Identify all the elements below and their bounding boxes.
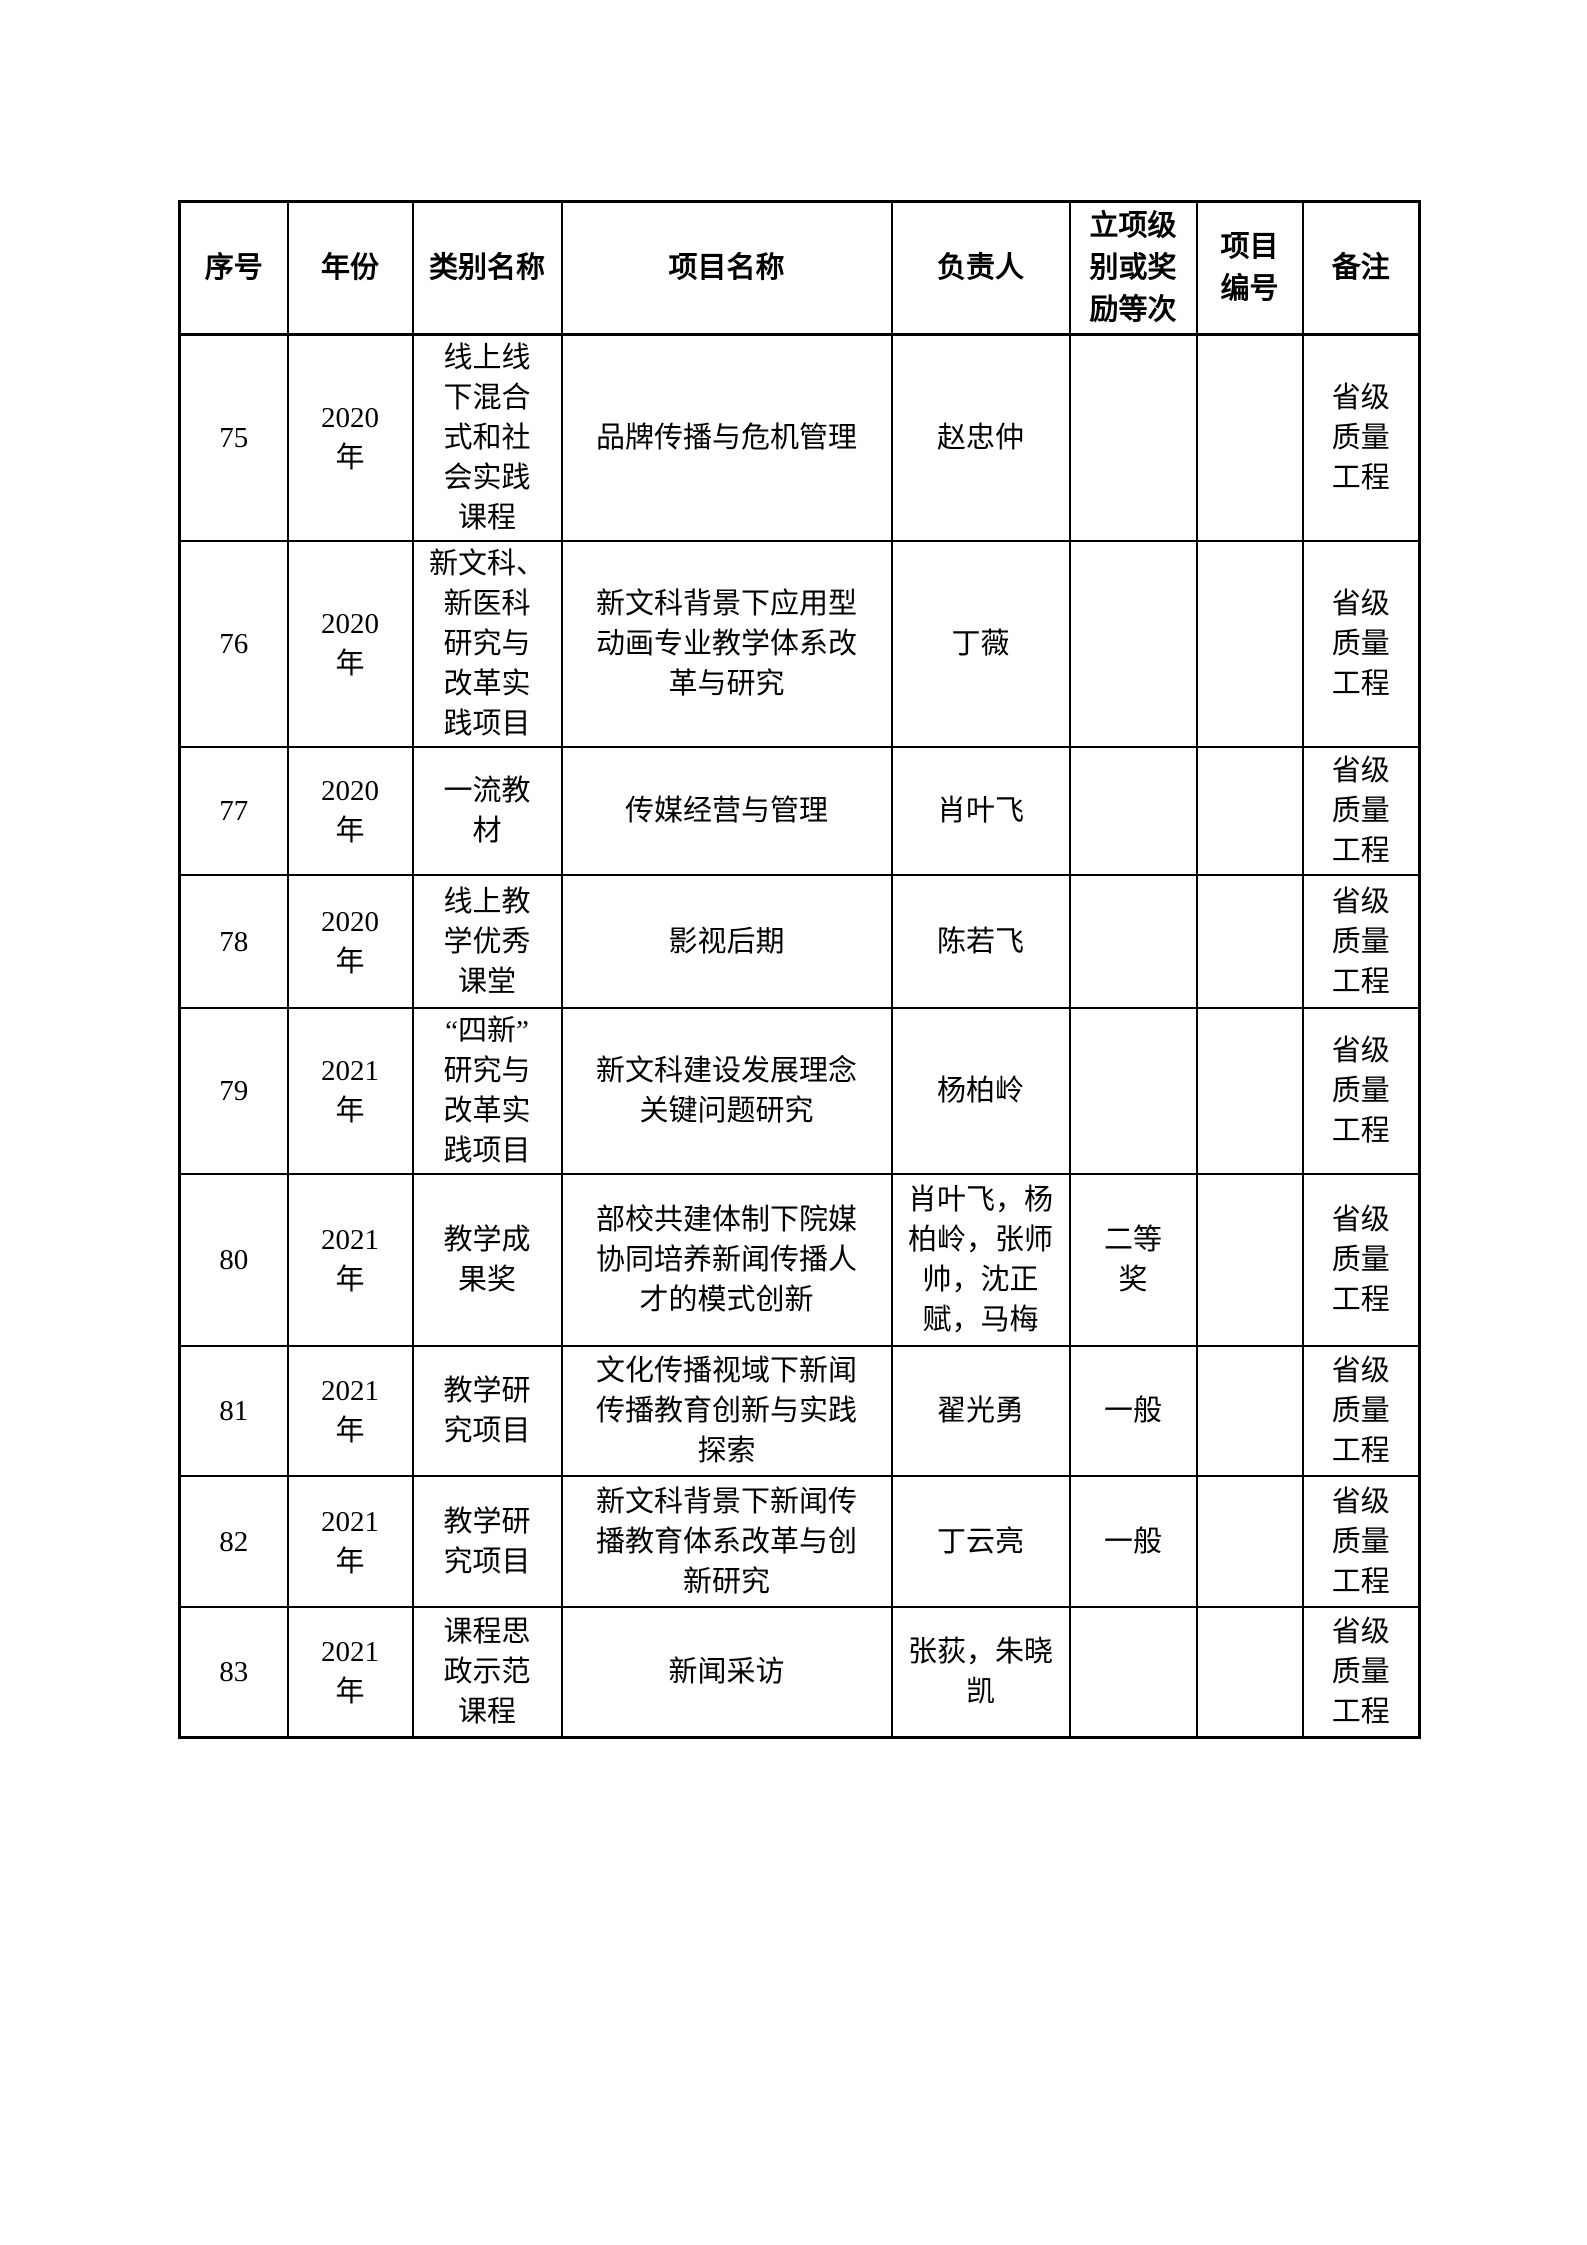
cell-code xyxy=(1195,746,1304,876)
cell-index: 82 xyxy=(178,1475,289,1608)
cell-project: 新闻采访 xyxy=(560,1606,893,1738)
cell-code xyxy=(1195,1606,1304,1738)
cell-level xyxy=(1068,540,1198,748)
cell-note: 省级 质量 工程 xyxy=(1301,1345,1421,1477)
cell-project: 新文科建设发展理念 关键问题研究 xyxy=(560,1007,893,1175)
cell-category: “四新” 研究与 改革实 践项目 xyxy=(411,1007,563,1175)
cell-project: 品牌传播与危机管理 xyxy=(560,333,893,542)
cell-year: 2020 年 xyxy=(286,333,414,542)
cell-year: 2020 年 xyxy=(286,540,414,748)
cell-leader: 杨柏岭 xyxy=(890,1007,1071,1175)
cell-category: 线上线 下混合 式和社 会实践 课程 xyxy=(411,333,563,542)
cell-leader: 丁薇 xyxy=(890,540,1071,748)
cell-category: 课程思 政示范 课程 xyxy=(411,1606,563,1738)
cell-category: 教学成 果奖 xyxy=(411,1173,563,1347)
cell-year: 2021 年 xyxy=(286,1007,414,1175)
table-row: 75 2020 年 线上线 下混合 式和社 会实践 课程 品牌传播与危机管理 赵… xyxy=(178,333,1421,542)
cell-index: 76 xyxy=(178,540,289,748)
cell-index: 78 xyxy=(178,874,289,1009)
cell-index: 80 xyxy=(178,1173,289,1347)
header-category: 类别名称 xyxy=(411,200,563,336)
table-row: 80 2021 年 教学成 果奖 部校共建体制下院媒 协同培养新闻传播人 才的模… xyxy=(178,1173,1421,1347)
cell-project: 部校共建体制下院媒 协同培养新闻传播人 才的模式创新 xyxy=(560,1173,893,1347)
header-note: 备注 xyxy=(1301,200,1421,336)
cell-year: 2021 年 xyxy=(286,1606,414,1738)
cell-project: 文化传播视域下新闻 传播教育创新与实践 探索 xyxy=(560,1345,893,1477)
cell-level: 一般 xyxy=(1068,1345,1198,1477)
cell-code xyxy=(1195,540,1304,748)
cell-year: 2021 年 xyxy=(286,1173,414,1347)
cell-code xyxy=(1195,874,1304,1009)
header-project: 项目名称 xyxy=(560,200,893,336)
cell-level xyxy=(1068,1007,1198,1175)
cell-level: 一般 xyxy=(1068,1475,1198,1608)
cell-code xyxy=(1195,1007,1304,1175)
cell-category: 线上教 学优秀 课堂 xyxy=(411,874,563,1009)
cell-index: 79 xyxy=(178,1007,289,1175)
cell-year: 2020 年 xyxy=(286,874,414,1009)
cell-leader: 赵忠仲 xyxy=(890,333,1071,542)
cell-note: 省级 质量 工程 xyxy=(1301,1173,1421,1347)
cell-note: 省级 质量 工程 xyxy=(1301,1606,1421,1738)
cell-level xyxy=(1068,1606,1198,1738)
cell-note: 省级 质量 工程 xyxy=(1301,746,1421,876)
cell-index: 81 xyxy=(178,1345,289,1477)
table-row: 81 2021 年 教学研 究项目 文化传播视域下新闻 传播教育创新与实践 探索… xyxy=(178,1345,1421,1477)
projects-table: 序号 年份 类别名称 项目名称 负责人 立项级 别或奖 励等次 项目 编号 备注… xyxy=(178,200,1421,1739)
cell-index: 77 xyxy=(178,746,289,876)
cell-leader: 翟光勇 xyxy=(890,1345,1071,1477)
cell-category: 一流教 材 xyxy=(411,746,563,876)
table-header-row: 序号 年份 类别名称 项目名称 负责人 立项级 别或奖 励等次 项目 编号 备注 xyxy=(178,200,1421,336)
cell-category: 教学研 究项目 xyxy=(411,1475,563,1608)
cell-project: 传媒经营与管理 xyxy=(560,746,893,876)
table-row: 82 2021 年 教学研 究项目 新文科背景下新闻传 播教育体系改革与创 新研… xyxy=(178,1475,1421,1608)
table-row: 77 2020 年 一流教 材 传媒经营与管理 肖叶飞 省级 质量 工程 xyxy=(178,746,1421,876)
header-leader: 负责人 xyxy=(890,200,1071,336)
cell-note: 省级 质量 工程 xyxy=(1301,874,1421,1009)
cell-project: 新文科背景下新闻传 播教育体系改革与创 新研究 xyxy=(560,1475,893,1608)
header-level: 立项级 别或奖 励等次 xyxy=(1068,200,1198,336)
cell-code xyxy=(1195,1345,1304,1477)
table-row: 79 2021 年 “四新” 研究与 改革实 践项目 新文科建设发展理念 关键问… xyxy=(178,1007,1421,1175)
cell-index: 83 xyxy=(178,1606,289,1738)
cell-year: 2021 年 xyxy=(286,1475,414,1608)
cell-project: 新文科背景下应用型 动画专业教学体系改 革与研究 xyxy=(560,540,893,748)
cell-leader: 陈若飞 xyxy=(890,874,1071,1009)
cell-note: 省级 质量 工程 xyxy=(1301,540,1421,748)
cell-leader: 张荻，朱晓 凯 xyxy=(890,1606,1071,1738)
header-year: 年份 xyxy=(286,200,414,336)
header-index: 序号 xyxy=(178,200,289,336)
cell-level xyxy=(1068,874,1198,1009)
cell-leader: 肖叶飞 xyxy=(890,746,1071,876)
cell-leader: 肖叶飞，杨 柏岭，张师 帅，沈正 赋，马梅 xyxy=(890,1173,1071,1347)
cell-level: 二等 奖 xyxy=(1068,1173,1198,1347)
cell-note: 省级 质量 工程 xyxy=(1301,1475,1421,1608)
cell-note: 省级 质量 工程 xyxy=(1301,333,1421,542)
cell-year: 2021 年 xyxy=(286,1345,414,1477)
cell-leader: 丁云亮 xyxy=(890,1475,1071,1608)
table-row: 78 2020 年 线上教 学优秀 课堂 影视后期 陈若飞 省级 质量 工程 xyxy=(178,874,1421,1009)
cell-note: 省级 质量 工程 xyxy=(1301,1007,1421,1175)
cell-code xyxy=(1195,1475,1304,1608)
header-code: 项目 编号 xyxy=(1195,200,1304,336)
cell-code xyxy=(1195,333,1304,542)
cell-year: 2020 年 xyxy=(286,746,414,876)
cell-index: 75 xyxy=(178,333,289,542)
cell-category: 新文科、 新医科 研究与 改革实 践项目 xyxy=(411,540,563,748)
cell-level xyxy=(1068,746,1198,876)
table-row: 76 2020 年 新文科、 新医科 研究与 改革实 践项目 新文科背景下应用型… xyxy=(178,540,1421,748)
cell-level xyxy=(1068,333,1198,542)
cell-project: 影视后期 xyxy=(560,874,893,1009)
cell-category: 教学研 究项目 xyxy=(411,1345,563,1477)
table-row: 83 2021 年 课程思 政示范 课程 新闻采访 张荻，朱晓 凯 省级 质量 … xyxy=(178,1606,1421,1738)
cell-code xyxy=(1195,1173,1304,1347)
